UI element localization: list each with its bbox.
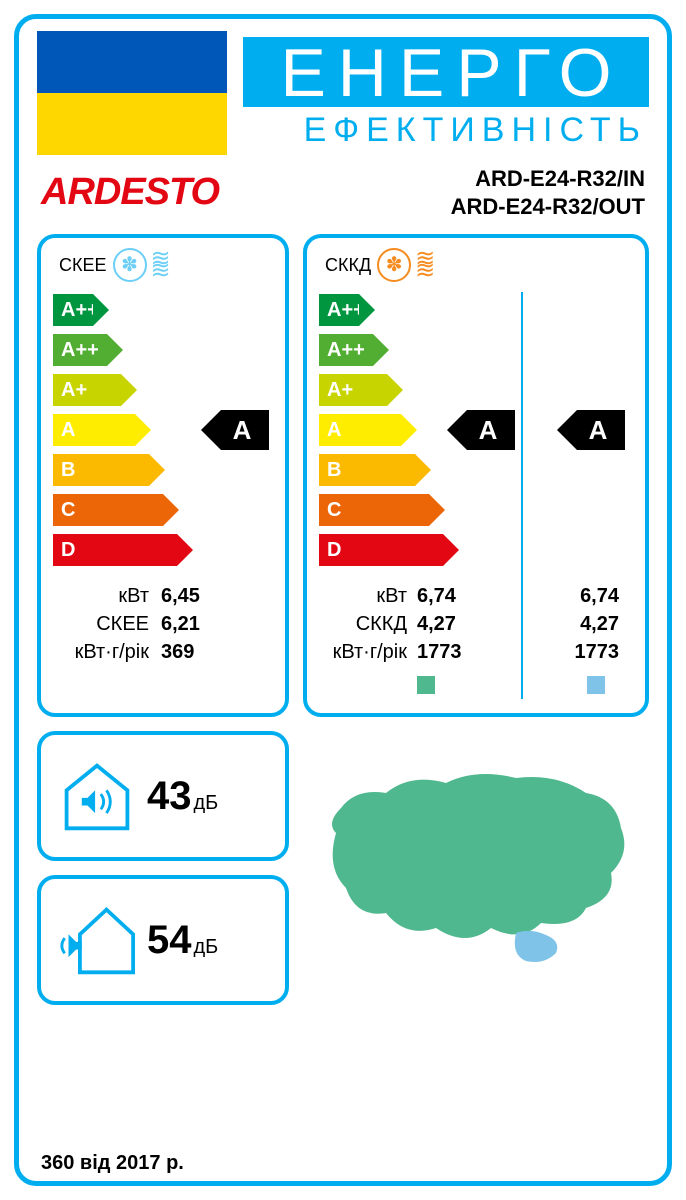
spec-row: СКЕЕ6,21	[53, 610, 273, 638]
rating-bar-row: C	[53, 492, 273, 528]
cooling-rating-scale: A+++A++A+AABCD	[53, 292, 273, 568]
legend-zone1-swatch	[417, 676, 435, 694]
outdoor-noise-unit: дБ	[194, 936, 219, 958]
rating-bar: A++	[319, 334, 373, 366]
rating-bar: A+++	[319, 294, 359, 326]
spec-row: кВт6,45	[53, 582, 273, 610]
rating-bar: B	[53, 454, 149, 486]
rating-bar-row: D	[319, 532, 633, 568]
outdoor-noise-icon	[59, 902, 135, 978]
spec-label: СККД	[319, 610, 417, 638]
outdoor-noise-value-block: 54дБ	[147, 918, 218, 963]
spec-row: кВт6,746,74	[319, 582, 633, 610]
rating-bar: A	[319, 414, 401, 446]
spec-value: 369	[161, 638, 194, 666]
heating-rating-scale: A+++A++A+AAABCD	[319, 292, 633, 568]
spec-label: кВт·г/рік	[53, 638, 161, 666]
rating-bar-row: B	[53, 452, 273, 488]
fan-heat-icon: ✽	[377, 248, 411, 282]
heating-panel: СККД ✽ ≋ ≋ A+++A++A+AAABCD кВт6,746,74СК…	[303, 234, 649, 717]
rating-bar-row: D	[53, 532, 273, 568]
ukraine-map-icon	[316, 753, 636, 983]
rating-arrow-badge: A	[221, 410, 269, 450]
indoor-noise-value: 43	[147, 774, 192, 818]
title-block: ЕНЕРГО ЕФЕКТИВНІСТЬ	[243, 31, 649, 155]
rating-bar: D	[319, 534, 443, 566]
rating-bar-row: AAA	[319, 412, 633, 448]
spec-value: 6,45	[161, 582, 200, 610]
spec-row: кВт·г/рік17731773	[319, 638, 633, 666]
spec-value-zone2: 1773	[507, 638, 633, 666]
rating-bar-row: A+	[319, 372, 633, 408]
rating-arrow-badge: A	[577, 410, 625, 450]
flag-blue-stripe	[37, 31, 227, 93]
heating-specs: кВт6,746,74СККД4,274,27кВт·г/рік17731773	[319, 582, 633, 666]
bottom-area: 43дБ 54дБ	[37, 731, 649, 1005]
climate-zone-map	[303, 731, 649, 1005]
model-indoor: ARD-E24-R32/IN	[451, 165, 645, 193]
spec-value-zone1: 1773	[417, 638, 507, 666]
cooling-mode-label: СКЕЕ	[59, 255, 107, 276]
brand-logo: ARDESTO	[41, 171, 219, 214]
spec-value-zone2: 4,27	[507, 610, 633, 638]
rating-bar-row: A++	[319, 332, 633, 368]
regulation-footer: 360 від 2017 р.	[41, 1152, 184, 1175]
spec-value-zone1: 6,74	[417, 582, 507, 610]
airflow-heat-icon: ≋ ≋	[415, 253, 433, 277]
rating-bar: C	[53, 494, 163, 526]
noise-column: 43дБ 54дБ	[37, 731, 289, 1005]
rating-bar: D	[53, 534, 177, 566]
rating-bar-row: A++	[53, 332, 273, 368]
title-main: ЕНЕРГО	[243, 37, 649, 107]
outdoor-noise-value: 54	[147, 918, 192, 962]
rating-bar-row: A+	[53, 372, 273, 408]
rating-bar: A++	[53, 334, 107, 366]
rating-bar: B	[319, 454, 415, 486]
heating-mode-label: СККД	[325, 255, 371, 276]
rating-bar-row: AA	[53, 412, 273, 448]
header: ЕНЕРГО ЕФЕКТИВНІСТЬ	[37, 31, 649, 155]
spec-value-zone2: 6,74	[507, 582, 633, 610]
legend-zone2-swatch	[587, 676, 605, 694]
rating-bar: A+	[319, 374, 387, 406]
rating-bar-row: B	[319, 452, 633, 488]
ukraine-flag	[37, 31, 227, 155]
cooling-panel: СКЕЕ ✽ ≋ ≋ A+++A++A+AABCD кВт6,45СКЕЕ6,2…	[37, 234, 289, 717]
heating-icon: ✽ ≋ ≋	[377, 248, 433, 282]
indoor-noise-value-block: 43дБ	[147, 774, 218, 819]
indoor-noise-box: 43дБ	[37, 731, 289, 861]
spec-label: кВт	[319, 582, 417, 610]
spec-value: 6,21	[161, 610, 200, 638]
model-numbers: ARD-E24-R32/IN ARD-E24-R32/OUT	[451, 165, 645, 220]
rating-bar: A	[53, 414, 135, 446]
cooling-icon: ✽ ≋ ≋	[113, 248, 169, 282]
spec-label: СКЕЕ	[53, 610, 161, 638]
brand-row: ARDESTO ARD-E24-R32/IN ARD-E24-R32/OUT	[41, 165, 645, 220]
rating-bar: A+	[53, 374, 121, 406]
title-sub: ЕФЕКТИВНІСТЬ	[243, 111, 649, 150]
fan-cool-icon: ✽	[113, 248, 147, 282]
cooling-mode-header: СКЕЕ ✽ ≋ ≋	[59, 248, 273, 282]
rating-panels: СКЕЕ ✽ ≋ ≋ A+++A++A+AABCD кВт6,45СКЕЕ6,2…	[37, 234, 649, 717]
rating-arrow-badge: A	[467, 410, 515, 450]
spec-row: СККД4,274,27	[319, 610, 633, 638]
energy-label-frame: ЕНЕРГО ЕФЕКТИВНІСТЬ ARDESTO ARD-E24-R32/…	[14, 14, 672, 1186]
model-outdoor: ARD-E24-R32/OUT	[451, 193, 645, 221]
spec-label: кВт·г/рік	[319, 638, 417, 666]
spec-label: кВт	[53, 582, 161, 610]
flag-yellow-stripe	[37, 93, 227, 155]
rating-bar: C	[319, 494, 429, 526]
rating-bar-row: A+++	[53, 292, 273, 328]
indoor-noise-icon	[59, 758, 135, 834]
airflow-cool-icon: ≋ ≋	[151, 253, 169, 277]
rating-bar-row: C	[319, 492, 633, 528]
rating-bar: A+++	[53, 294, 93, 326]
spec-value-zone1: 4,27	[417, 610, 507, 638]
spec-row: кВт·г/рік369	[53, 638, 273, 666]
heating-mode-header: СККД ✽ ≋ ≋	[325, 248, 633, 282]
rating-bar-row: A+++	[319, 292, 633, 328]
cooling-specs: кВт6,45СКЕЕ6,21кВт·г/рік369	[53, 582, 273, 666]
indoor-noise-unit: дБ	[194, 792, 219, 814]
outdoor-noise-box: 54дБ	[37, 875, 289, 1005]
